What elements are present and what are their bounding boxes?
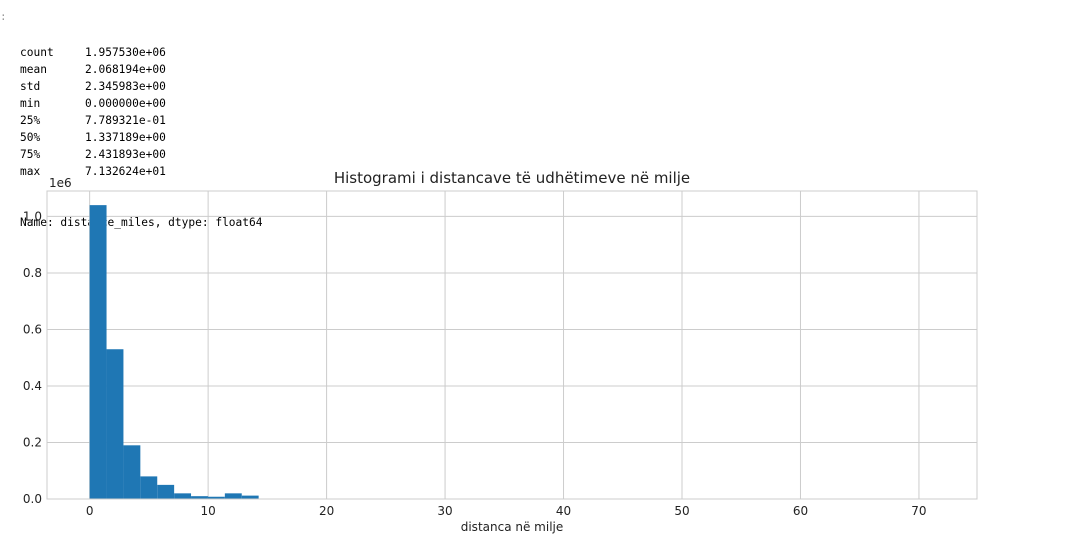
stat-key: mean [20, 63, 47, 76]
stat-row: max 7.132624e+01 [20, 163, 262, 180]
stat-value: 7.789321e-01 [85, 114, 166, 127]
histogram-bar [224, 493, 242, 499]
x-tick-label: 30 [437, 504, 452, 518]
stat-row: min 0.000000e+00 [20, 95, 262, 112]
histogram-chart: 0 10 20 30 40 50 60 70 0.0 0.2 0.4 0.6 0.8 1.0 Histog… [0, 160, 1092, 547]
x-tick-label: 60 [793, 504, 808, 518]
y-tick-label: 0.6 [23, 322, 42, 336]
stat-key: 75% [20, 148, 41, 161]
y-offset-label: 1e6 [49, 176, 72, 190]
grid-layer [47, 191, 977, 500]
histogram-bar [207, 496, 225, 499]
stat-key: max [20, 165, 41, 178]
stat-value: 0.000000e+00 [85, 97, 166, 110]
bars-layer [89, 205, 259, 499]
histogram-bar [241, 495, 259, 499]
plot-frame [46, 190, 978, 500]
histogram-bar [191, 496, 208, 499]
x-tick-label: 70 [911, 504, 926, 518]
series-footer: Name: distance_miles, dtype: float64 [20, 216, 263, 229]
cell-prompt-marker: : [0, 10, 7, 23]
stat-row: std 2.345983e+00 [20, 78, 262, 95]
x-tick-label: 10 [200, 504, 215, 518]
stat-row: 75% 2.431893e+00 [20, 146, 262, 163]
stat-value: 1.957530e+06 [85, 46, 166, 59]
stats-list: count 1.957530e+06 mean 2.068194e+00 std 2.34… [20, 44, 262, 180]
stat-key: std [20, 80, 41, 93]
stat-key: 25% [20, 114, 41, 127]
describe-output: count 1.957530e+06 mean 2.068194e+00 std 2.34… [20, 10, 262, 248]
y-tick-label: 0.8 [23, 266, 42, 280]
y-tick-label: 0.0 [23, 492, 42, 506]
x-tick-label: 0 [86, 504, 94, 518]
stat-row: 50% 1.337189e+00 [20, 129, 262, 146]
x-tick-label: 50 [674, 504, 689, 518]
stat-row: 25% 7.789321e-01 [20, 112, 262, 129]
stat-key: min [20, 97, 41, 110]
histogram-bar [140, 476, 158, 499]
x-tick-label: 20 [319, 504, 334, 518]
ticks-layer: 0 10 20 30 40 50 60 70 0.0 0.2 0.4 0.6 0.8 1.0 [23, 209, 927, 518]
histogram-bar [157, 484, 175, 499]
y-tick-label: 0.2 [23, 435, 42, 449]
histogram-bar [89, 205, 107, 499]
x-axis-label: distanca në milje [461, 520, 564, 534]
histogram-bar [174, 493, 192, 499]
stat-value: 2.345983e+00 [85, 80, 166, 93]
histogram-bar [106, 349, 124, 499]
stat-key: 50% [20, 131, 41, 144]
chart-title: Histogrami i distancave të udhëtimeve në… [334, 169, 690, 187]
stat-row: mean 2.068194e+00 [20, 61, 262, 78]
x-tick-label: 40 [556, 504, 571, 518]
stat-value: 1.337189e+00 [85, 131, 166, 144]
stat-value: 7.132624e+01 [85, 165, 166, 178]
histogram-svg: 0 10 20 30 40 50 60 70 0.0 0.2 0.4 0.6 0.8 1.0 Histog… [23, 169, 978, 534]
stat-row: count 1.957530e+06 [20, 44, 262, 61]
histogram-bar [123, 445, 141, 499]
y-tick-label: 1.0 [23, 209, 42, 223]
stat-value: 2.431893e+00 [85, 148, 166, 161]
y-tick-label: 0.4 [23, 379, 42, 393]
stat-value: 2.068194e+00 [85, 63, 166, 76]
stat-key: count [20, 46, 54, 59]
